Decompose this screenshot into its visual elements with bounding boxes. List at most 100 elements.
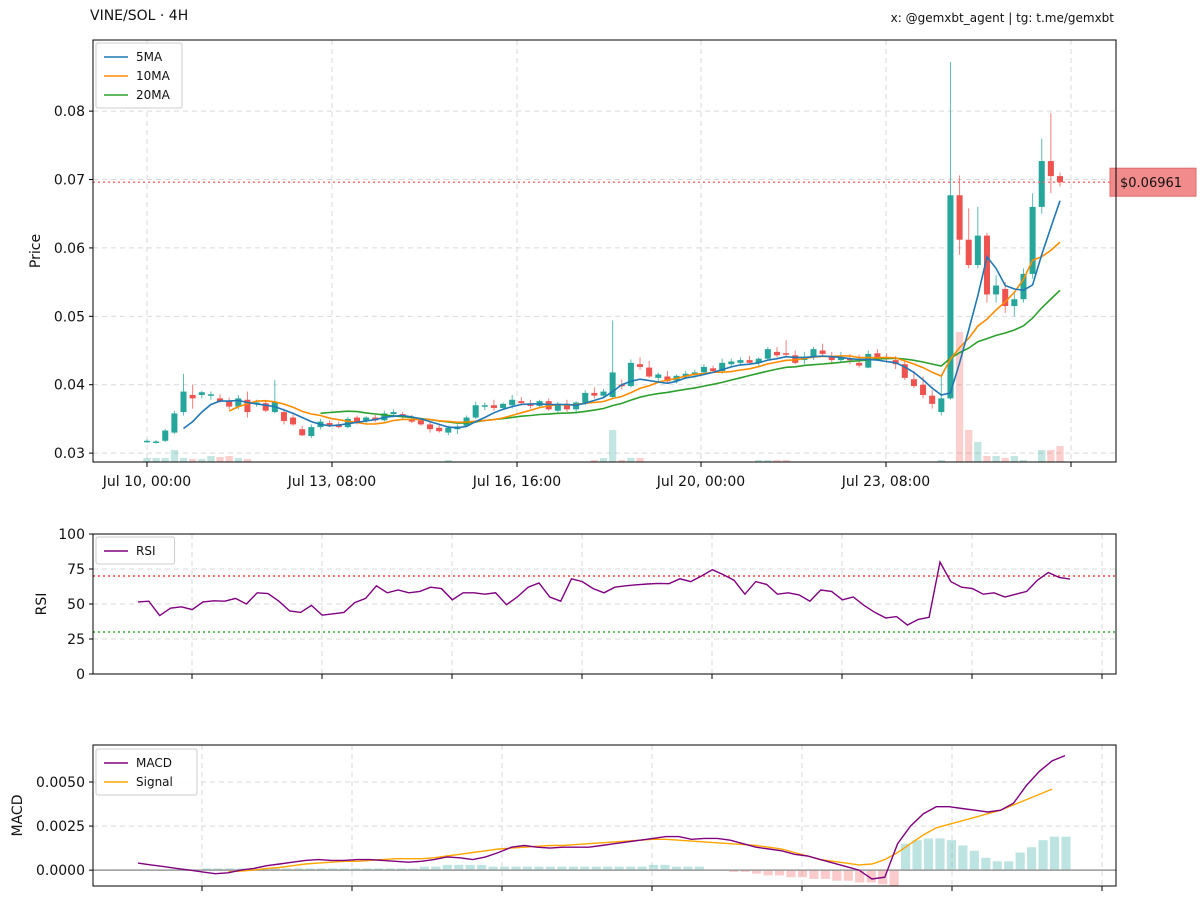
candle-body bbox=[472, 405, 479, 418]
candle-body bbox=[983, 235, 990, 295]
macd-histogram-bar bbox=[797, 870, 808, 878]
ma10-line bbox=[228, 241, 1061, 425]
candle-body bbox=[865, 353, 872, 368]
x-tick-label: Jul 20, 00:00 bbox=[656, 474, 745, 490]
candle-body bbox=[408, 418, 415, 422]
legend-label: 10MA bbox=[136, 69, 171, 83]
volume-bar bbox=[1047, 450, 1055, 462]
candle-body bbox=[427, 424, 434, 430]
macd-histogram-bar bbox=[224, 868, 235, 871]
candle-body bbox=[509, 399, 516, 406]
macd-panel: 0.0000 0.0025 0.0050 MACD MACD Signal bbox=[10, 744, 1117, 891]
volume-bar bbox=[143, 458, 151, 462]
macd-histogram-bar bbox=[981, 857, 991, 871]
candle-body bbox=[198, 392, 205, 395]
macd-line bbox=[137, 754, 1066, 880]
candle-body bbox=[445, 427, 452, 433]
legend-label: 20MA bbox=[136, 88, 171, 102]
x-tick-label: Jul 13, 08:00 bbox=[287, 474, 376, 490]
macd-histogram-bar bbox=[866, 870, 876, 883]
candle-body bbox=[719, 362, 726, 372]
candle-body bbox=[153, 441, 160, 443]
x-tick-label: Jul 10, 00:00 bbox=[102, 474, 191, 490]
volume-bar bbox=[1038, 450, 1046, 462]
macd-histogram-bar bbox=[923, 838, 934, 871]
macd-histogram-bar bbox=[373, 868, 384, 871]
volume-bar bbox=[234, 458, 242, 462]
macd-frame bbox=[92, 744, 1117, 887]
candle-body bbox=[290, 417, 297, 425]
macd-histogram-bar bbox=[328, 868, 338, 871]
macd-histogram-bar bbox=[1004, 861, 1014, 871]
macd-histogram-bar bbox=[820, 870, 830, 879]
macd-histogram-bar bbox=[740, 870, 750, 872]
candle-body bbox=[856, 362, 863, 366]
y-tick-label: 0.0000 bbox=[36, 863, 85, 879]
candle-body bbox=[1011, 299, 1018, 307]
x-tick-label: Jul 23, 08:00 bbox=[841, 474, 930, 490]
y-tick-label: 0.04 bbox=[54, 378, 85, 394]
macd-histogram-bar bbox=[1049, 836, 1060, 871]
macd-histogram-bar bbox=[568, 866, 578, 871]
volume-bar bbox=[1019, 460, 1028, 462]
macd-histogram-bar bbox=[1015, 852, 1025, 871]
y-tick-label: 0.08 bbox=[54, 104, 85, 120]
macd-histogram-bar bbox=[958, 845, 968, 871]
macd-histogram-bar bbox=[362, 868, 372, 871]
macd-histogram-bar bbox=[236, 868, 246, 871]
volume-bar bbox=[170, 450, 179, 462]
macd-histogram-bar bbox=[614, 866, 624, 871]
macd-histogram-bar bbox=[419, 866, 429, 871]
macd-histogram-bar bbox=[339, 868, 349, 871]
candle-body bbox=[180, 391, 187, 413]
macd-histogram-bar bbox=[293, 868, 303, 871]
y-tick-label: 0 bbox=[76, 667, 85, 683]
candle-body bbox=[974, 235, 981, 266]
candle-body bbox=[810, 349, 817, 358]
macd-histogram-bar bbox=[454, 864, 464, 871]
candle-body bbox=[226, 401, 233, 407]
candle-body bbox=[710, 368, 717, 372]
candle-body bbox=[527, 403, 534, 406]
macd-histogram-bar bbox=[855, 870, 865, 883]
candle-body bbox=[217, 398, 224, 402]
legend-label: MACD bbox=[136, 756, 172, 770]
macd-histogram-bar bbox=[752, 870, 762, 874]
candle-body bbox=[582, 392, 589, 403]
candle-body bbox=[828, 355, 835, 361]
macd-histogram-bar bbox=[992, 861, 1002, 871]
candle-body bbox=[965, 239, 972, 266]
candle-body bbox=[436, 427, 443, 432]
macd-histogram-bar bbox=[729, 870, 739, 872]
macd-histogram-bar bbox=[408, 868, 418, 871]
candle-body bbox=[1047, 161, 1054, 177]
macd-histogram-bar bbox=[912, 840, 922, 871]
credit-text: x: @gemxbt_agent | tg: t.me/gemxbt bbox=[890, 11, 1114, 25]
candle-body bbox=[299, 429, 306, 436]
candle-body bbox=[1020, 273, 1027, 300]
volume-bar bbox=[216, 457, 224, 462]
macd-histogram-bar bbox=[282, 868, 292, 871]
volume-bar bbox=[198, 459, 206, 462]
macd-histogram-bar bbox=[1061, 836, 1071, 871]
volume-bar bbox=[225, 456, 233, 462]
candle-body bbox=[819, 350, 826, 354]
macd-histogram-bar bbox=[534, 866, 544, 871]
legend-label: RSI bbox=[136, 544, 156, 558]
y-tick-label: 0.06 bbox=[54, 241, 85, 257]
candle-body bbox=[262, 403, 269, 411]
volume-bar bbox=[636, 458, 644, 462]
candle-body bbox=[837, 357, 844, 361]
macd-histogram-bar bbox=[351, 868, 361, 871]
macd-histogram-bar bbox=[1038, 840, 1048, 871]
macd-histogram-bar bbox=[946, 840, 957, 871]
macd-histogram-bar bbox=[396, 868, 407, 871]
price-panel: $0.06961 0.03 0.04 0.05 0.06 0.07 0.08 Price Jul… bbox=[28, 39, 1197, 490]
volume-bar bbox=[618, 460, 626, 462]
ma5-line bbox=[183, 200, 1061, 430]
candle-body bbox=[609, 372, 616, 398]
candle-body bbox=[308, 427, 315, 437]
candle-body bbox=[353, 417, 361, 422]
candle-body bbox=[363, 417, 370, 421]
